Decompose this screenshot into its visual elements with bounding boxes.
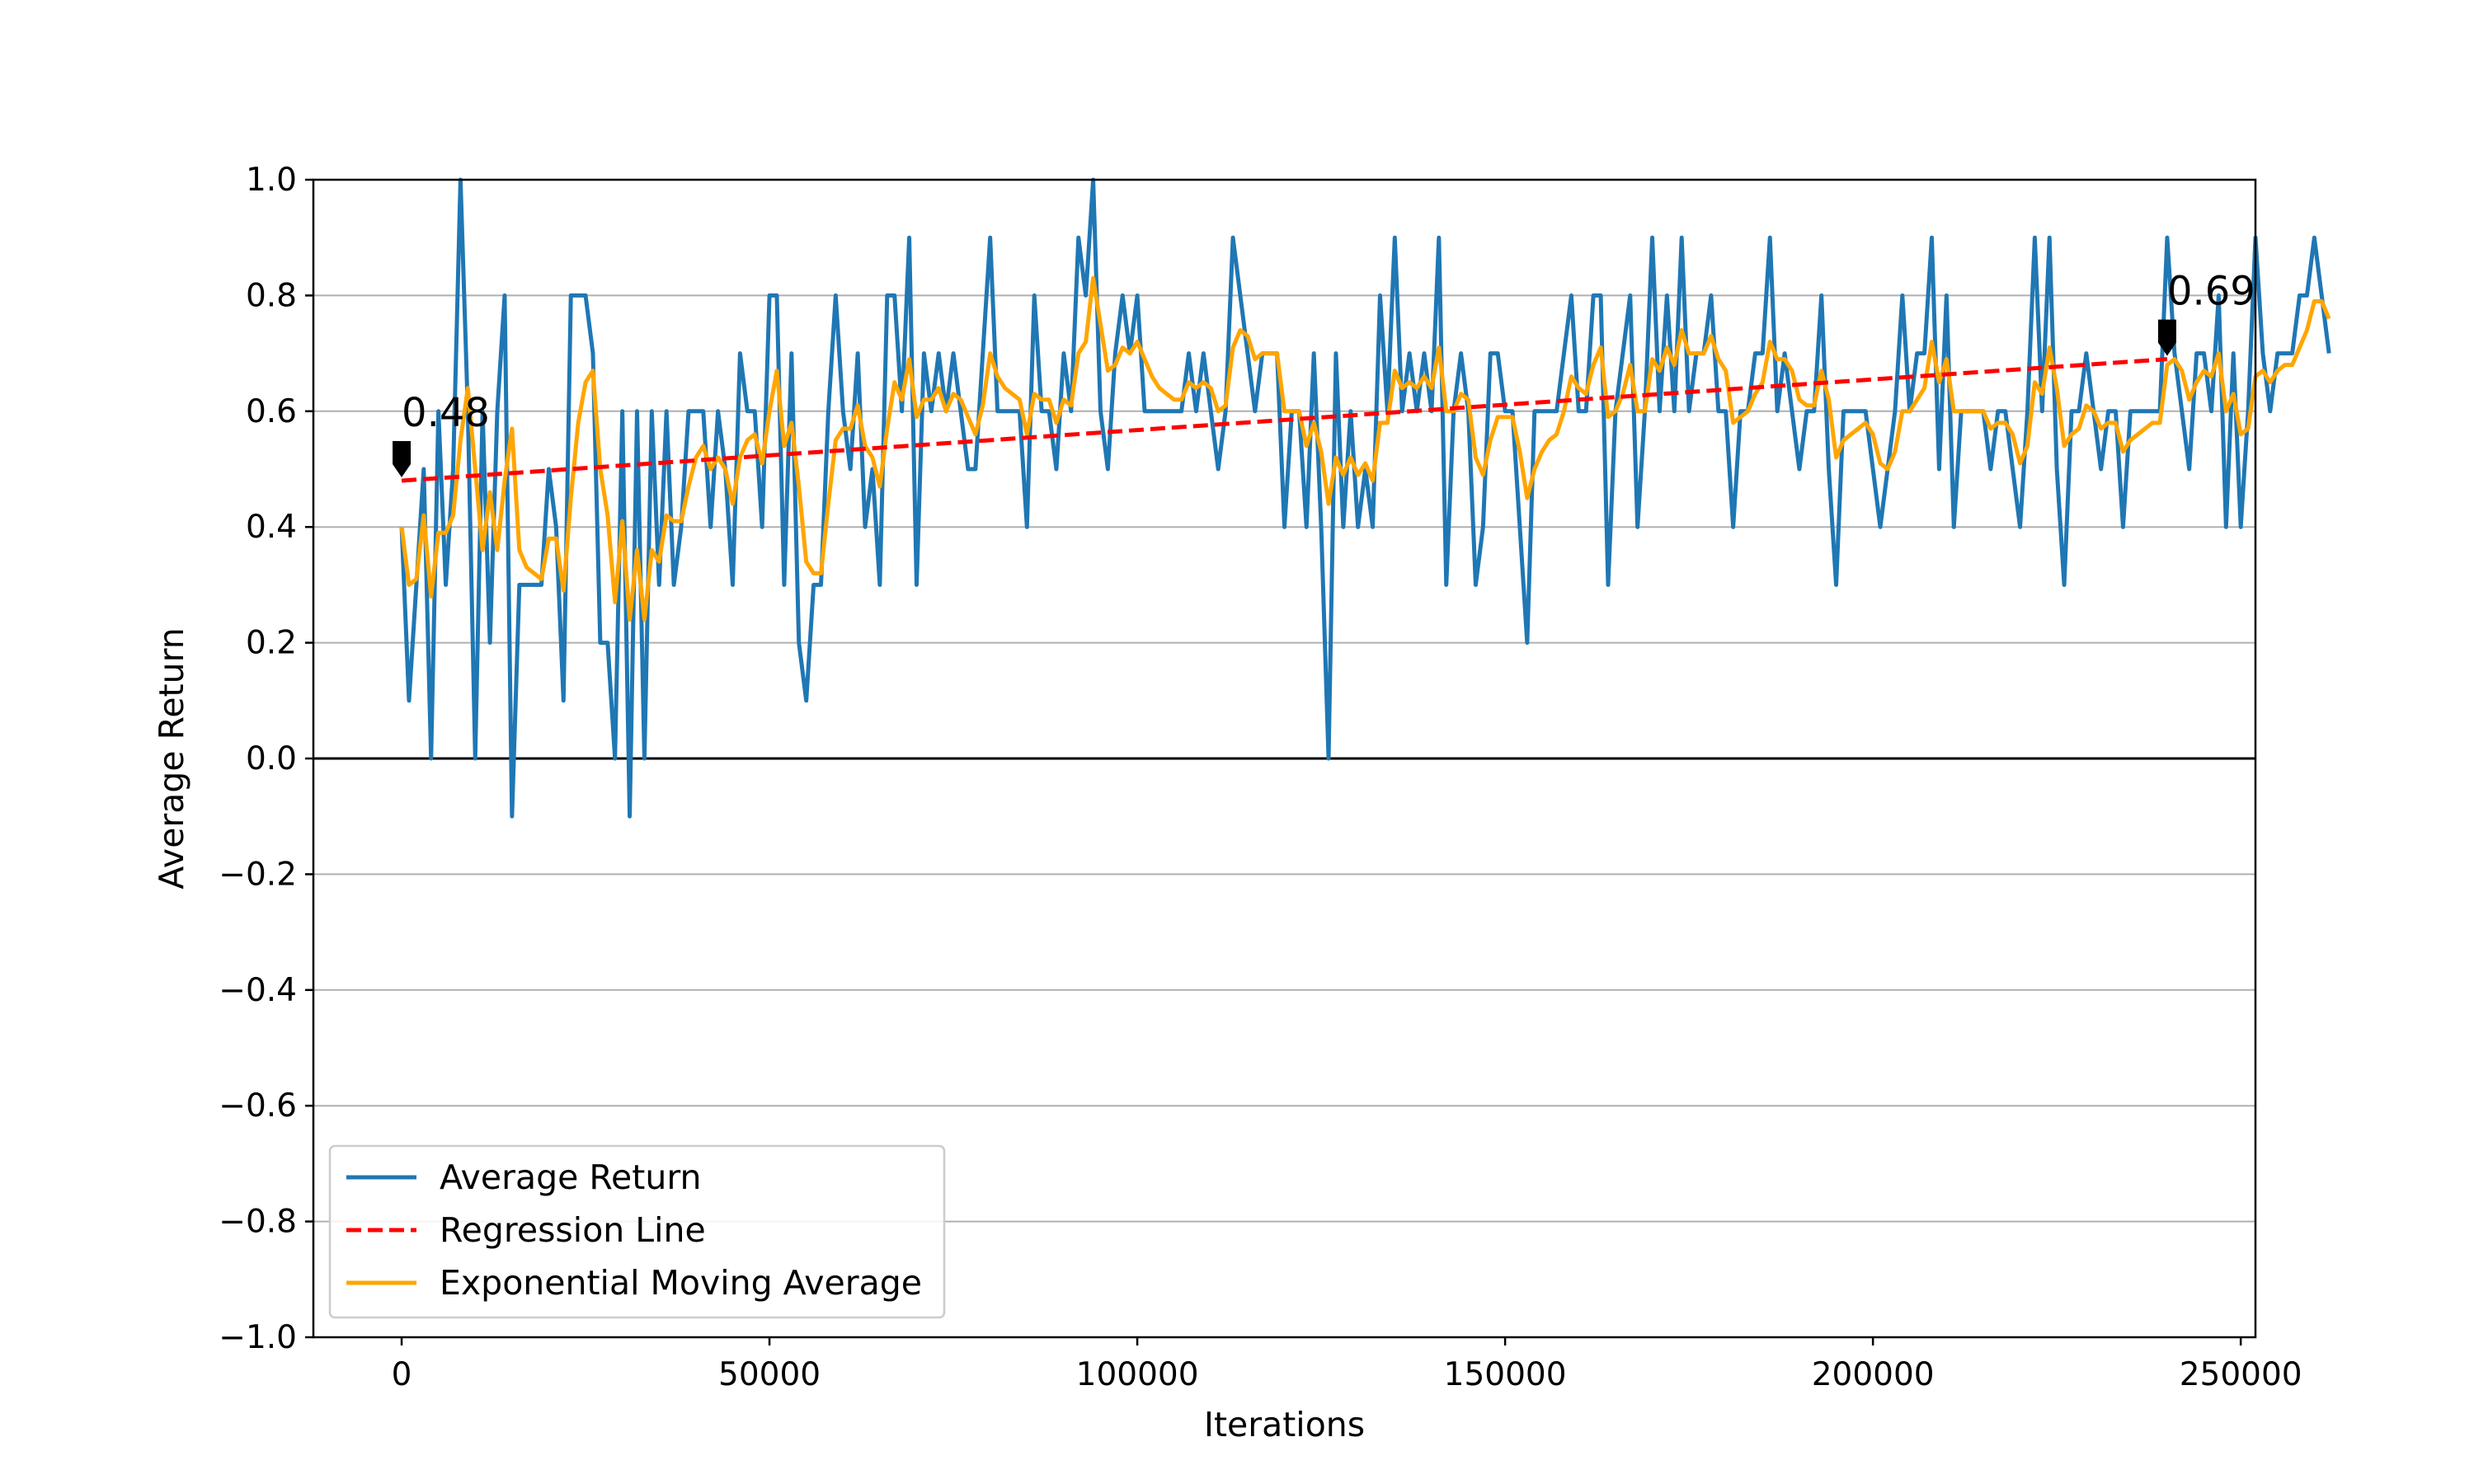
legend-label-regression-line: Regression Line <box>440 1210 706 1250</box>
x-tick-label: 100000 <box>1076 1356 1199 1393</box>
y-tick-label: −0.6 <box>219 1087 297 1125</box>
y-tick-label: 0.6 <box>246 393 297 430</box>
x-axis-title: Iterations <box>1204 1405 1365 1444</box>
x-tick-label: 200000 <box>1812 1356 1935 1393</box>
y-tick-label: −0.4 <box>219 972 297 1009</box>
x-tick-label: 50000 <box>718 1356 821 1393</box>
y-tick-label: −1.0 <box>219 1319 297 1356</box>
y-tick-label: 0.2 <box>246 625 297 662</box>
legend-label-exponential-moving-average: Exponential Moving Average <box>440 1263 922 1303</box>
y-tick-label: 1.0 <box>246 162 297 199</box>
annotation-label: 0.48 <box>402 390 490 436</box>
y-tick-label: 0.0 <box>246 740 297 777</box>
y-tick-label: −0.8 <box>219 1204 297 1241</box>
x-tick-label: 250000 <box>2180 1356 2302 1393</box>
y-tick-label: −0.2 <box>219 856 297 893</box>
annotation-label: 0.69 <box>2167 269 2255 315</box>
y-tick-label: 0.8 <box>246 277 297 314</box>
legend: Average Return Regression Line Exponenti… <box>330 1146 944 1317</box>
y-axis-title: Average Return <box>152 627 191 889</box>
x-tick-label: 0 <box>392 1356 412 1393</box>
x-tick-label: 150000 <box>1444 1356 1567 1393</box>
y-tick-label: 0.4 <box>246 509 297 546</box>
legend-label-average-return: Average Return <box>440 1158 701 1197</box>
